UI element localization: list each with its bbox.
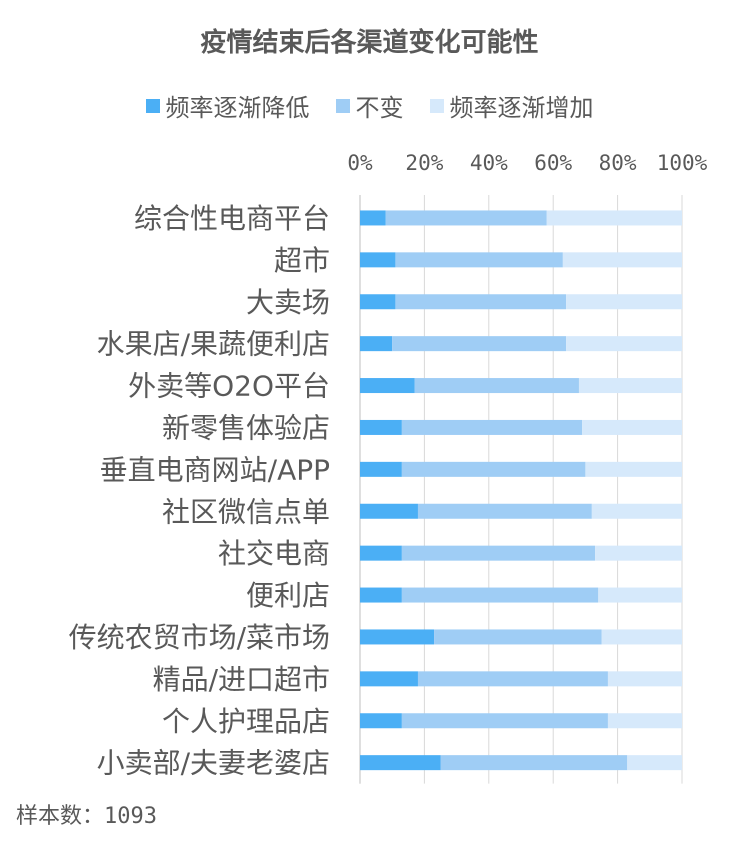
x-tick-label: 40% xyxy=(470,151,508,175)
legend-swatch-decrease xyxy=(145,98,160,113)
bar-segment-unchanged xyxy=(417,671,608,687)
bar-segment-increase xyxy=(607,713,682,729)
bar-segment-unchanged xyxy=(440,755,628,771)
bar-segment-increase xyxy=(601,629,682,645)
bar-segment-increase xyxy=(585,461,682,477)
bar-segment-unchanged xyxy=(385,210,547,226)
bar-segment-decrease xyxy=(360,545,402,561)
bar-segment-decrease xyxy=(360,587,402,603)
category-label: 水果店/果蔬便利店 xyxy=(97,328,330,361)
bar-segment-unchanged xyxy=(434,629,602,645)
bar-segment-increase xyxy=(582,419,682,435)
category-label: 精品/进口超市 xyxy=(153,663,330,696)
bar-segment-unchanged xyxy=(417,503,592,519)
legend-swatch-increase xyxy=(429,98,444,113)
bar-segment-decrease xyxy=(360,210,386,226)
bar-segment-decrease xyxy=(360,461,402,477)
bar-segment-increase xyxy=(566,294,682,310)
bar-segment-increase xyxy=(546,210,682,226)
x-tick-label: 0% xyxy=(347,151,373,175)
bar-segment-unchanged xyxy=(392,336,567,352)
category-label: 综合性电商平台 xyxy=(134,202,330,235)
bar-segment-unchanged xyxy=(401,461,586,477)
category-label: 超市 xyxy=(274,244,330,277)
bar-segment-decrease xyxy=(360,629,435,645)
bar-segment-increase xyxy=(627,755,682,771)
category-label: 大卖场 xyxy=(246,286,330,319)
category-label: 便利店 xyxy=(246,579,330,612)
bar-segment-decrease xyxy=(360,378,415,394)
bar-segment-unchanged xyxy=(401,713,608,729)
sample-size-note: 样本数：1093 xyxy=(16,804,157,829)
category-label: 小卖部/夫妻老婆店 xyxy=(97,747,330,780)
chart-legend: 频率逐渐降低 不变 频率逐渐增加 xyxy=(0,88,739,123)
category-label: 个人护理品店 xyxy=(162,705,330,738)
legend-swatch-unchanged xyxy=(335,98,350,113)
bar-segment-increase xyxy=(562,252,682,268)
bar-segment-decrease xyxy=(360,755,441,771)
bar-segment-unchanged xyxy=(414,378,579,394)
legend-label-unchanged: 不变 xyxy=(355,94,404,122)
x-tick-label: 20% xyxy=(405,151,443,175)
bar-segment-unchanged xyxy=(395,294,567,310)
bar-segment-increase xyxy=(591,503,682,519)
x-tick-label: 100% xyxy=(657,151,708,175)
x-tick-label: 80% xyxy=(599,151,637,175)
bar-segment-decrease xyxy=(360,294,396,310)
bar-segment-increase xyxy=(595,545,682,561)
bar-segment-decrease xyxy=(360,713,402,729)
x-tick-label: 60% xyxy=(534,151,572,175)
legend-item-unchanged: 不变 xyxy=(335,88,404,123)
bar-segment-decrease xyxy=(360,419,402,435)
legend-label-decrease: 频率逐渐降低 xyxy=(165,94,310,122)
bar-segment-decrease xyxy=(360,671,418,687)
legend-label-increase: 频率逐渐增加 xyxy=(449,94,594,122)
bar-segment-decrease xyxy=(360,336,393,352)
bar-segment-unchanged xyxy=(395,252,563,268)
legend-item-decrease: 频率逐渐降低 xyxy=(145,88,310,123)
bar-segment-unchanged xyxy=(401,545,596,561)
category-label: 新零售体验店 xyxy=(162,411,330,444)
bar-segment-increase xyxy=(578,378,682,394)
chart-title: 疫情结束后各渠道变化可能性 xyxy=(200,28,539,58)
bar-segment-increase xyxy=(607,671,682,687)
bar-segment-increase xyxy=(566,336,682,352)
category-label: 社交电商 xyxy=(218,537,330,570)
category-label: 社区微信点单 xyxy=(162,495,330,528)
legend-item-increase: 频率逐渐增加 xyxy=(429,88,594,123)
bar-segment-decrease xyxy=(360,503,418,519)
bar-segment-increase xyxy=(598,587,682,603)
category-label: 垂直电商网站/APP xyxy=(100,453,330,486)
bar-segment-unchanged xyxy=(401,419,583,435)
bar-segment-decrease xyxy=(360,252,396,268)
bar-segment-unchanged xyxy=(401,587,599,603)
category-label: 外卖等O2O平台 xyxy=(128,370,330,403)
category-label: 传统农贸市场/菜市场 xyxy=(69,621,330,654)
